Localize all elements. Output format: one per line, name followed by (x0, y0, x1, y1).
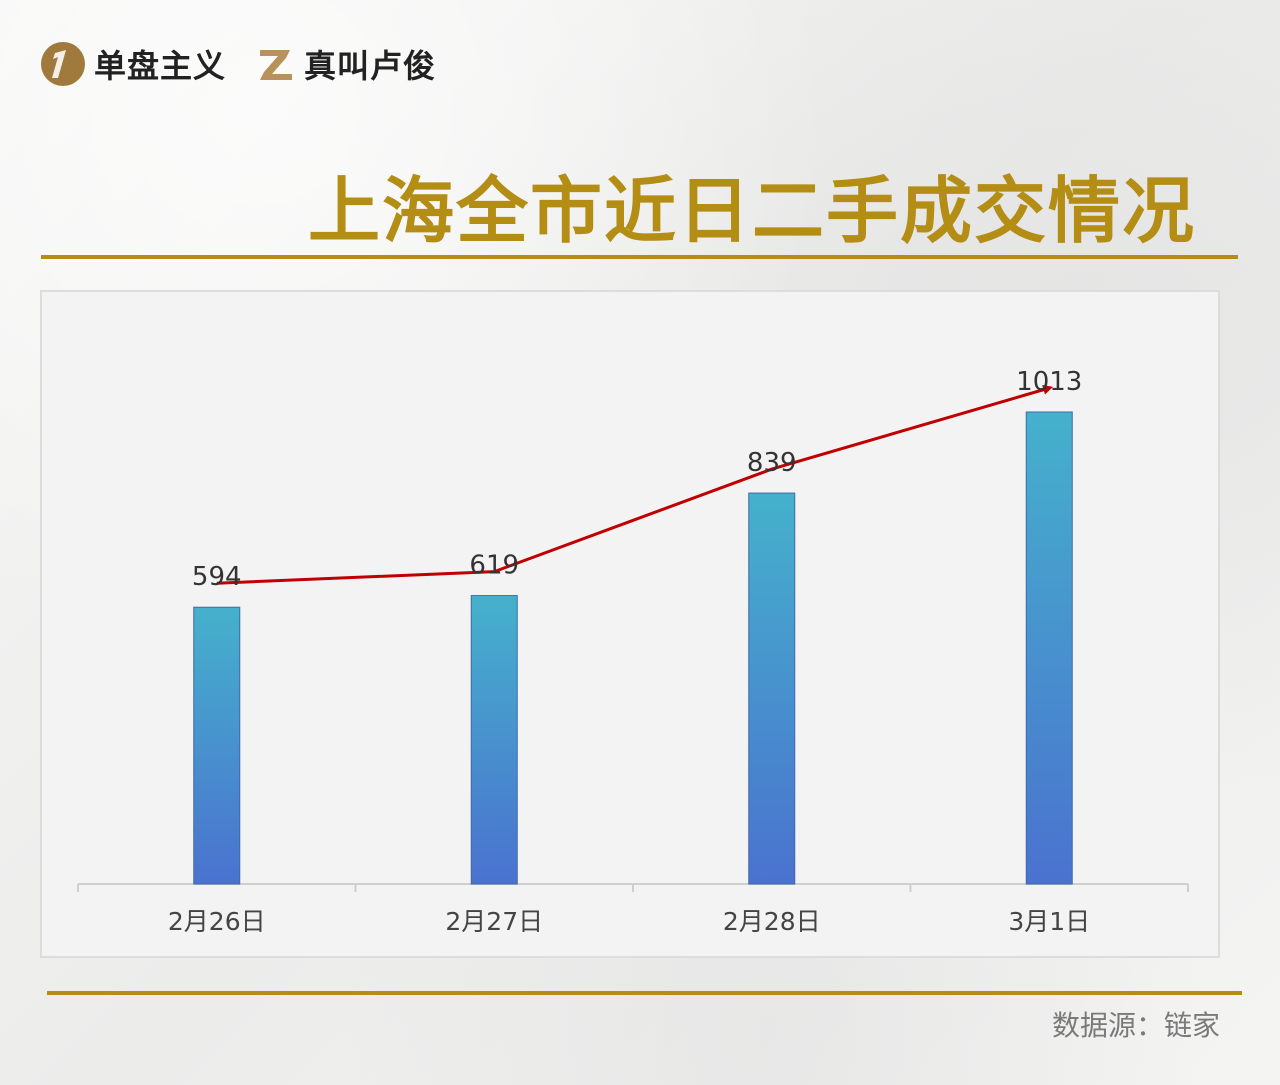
x-tick-label-1: 2月26日 (168, 907, 266, 936)
logo-danpan-text: 单盘主义 (94, 47, 227, 85)
top-divider (41, 255, 1238, 259)
chart-panel: 594 2月26日 619 2月27日 839 2月28日 1013 3月1日 (40, 290, 1220, 958)
logo-zhenjiao-text: 真叫卢俊 (304, 47, 437, 85)
data-label-1: 594 (192, 562, 242, 592)
data-label-3: 839 (747, 448, 797, 478)
logo-zhenjiao: 真叫卢俊 (256, 41, 436, 87)
x-tick-label-4: 3月1日 (1008, 907, 1090, 936)
bar-2 (470, 595, 518, 885)
bar-1 (193, 606, 241, 885)
data-source-note: 数据源：链家 (1051, 1009, 1220, 1042)
x-tick-label-3: 2月28日 (723, 907, 821, 936)
bottom-divider (47, 991, 1242, 995)
logo-danpan: 单盘主义 (40, 41, 226, 87)
data-label-2: 619 (469, 551, 519, 581)
bar-chart: 594 2月26日 619 2月27日 839 2月28日 1013 3月1日 (77, 367, 1189, 936)
x-tick-label-2: 2月27日 (445, 907, 543, 936)
zhenjiao-logo-icon (260, 50, 293, 80)
header-logos: 单盘主义 真叫卢俊 (40, 40, 436, 88)
bar-4 (1025, 411, 1073, 885)
trend-arrow-line (216, 384, 1054, 585)
data-label-4: 1013 (1016, 367, 1082, 397)
page-title: 上海全市近日二手成交情况 (307, 168, 1196, 253)
danpan-logo-icon (41, 42, 85, 86)
bar-3 (748, 492, 796, 885)
